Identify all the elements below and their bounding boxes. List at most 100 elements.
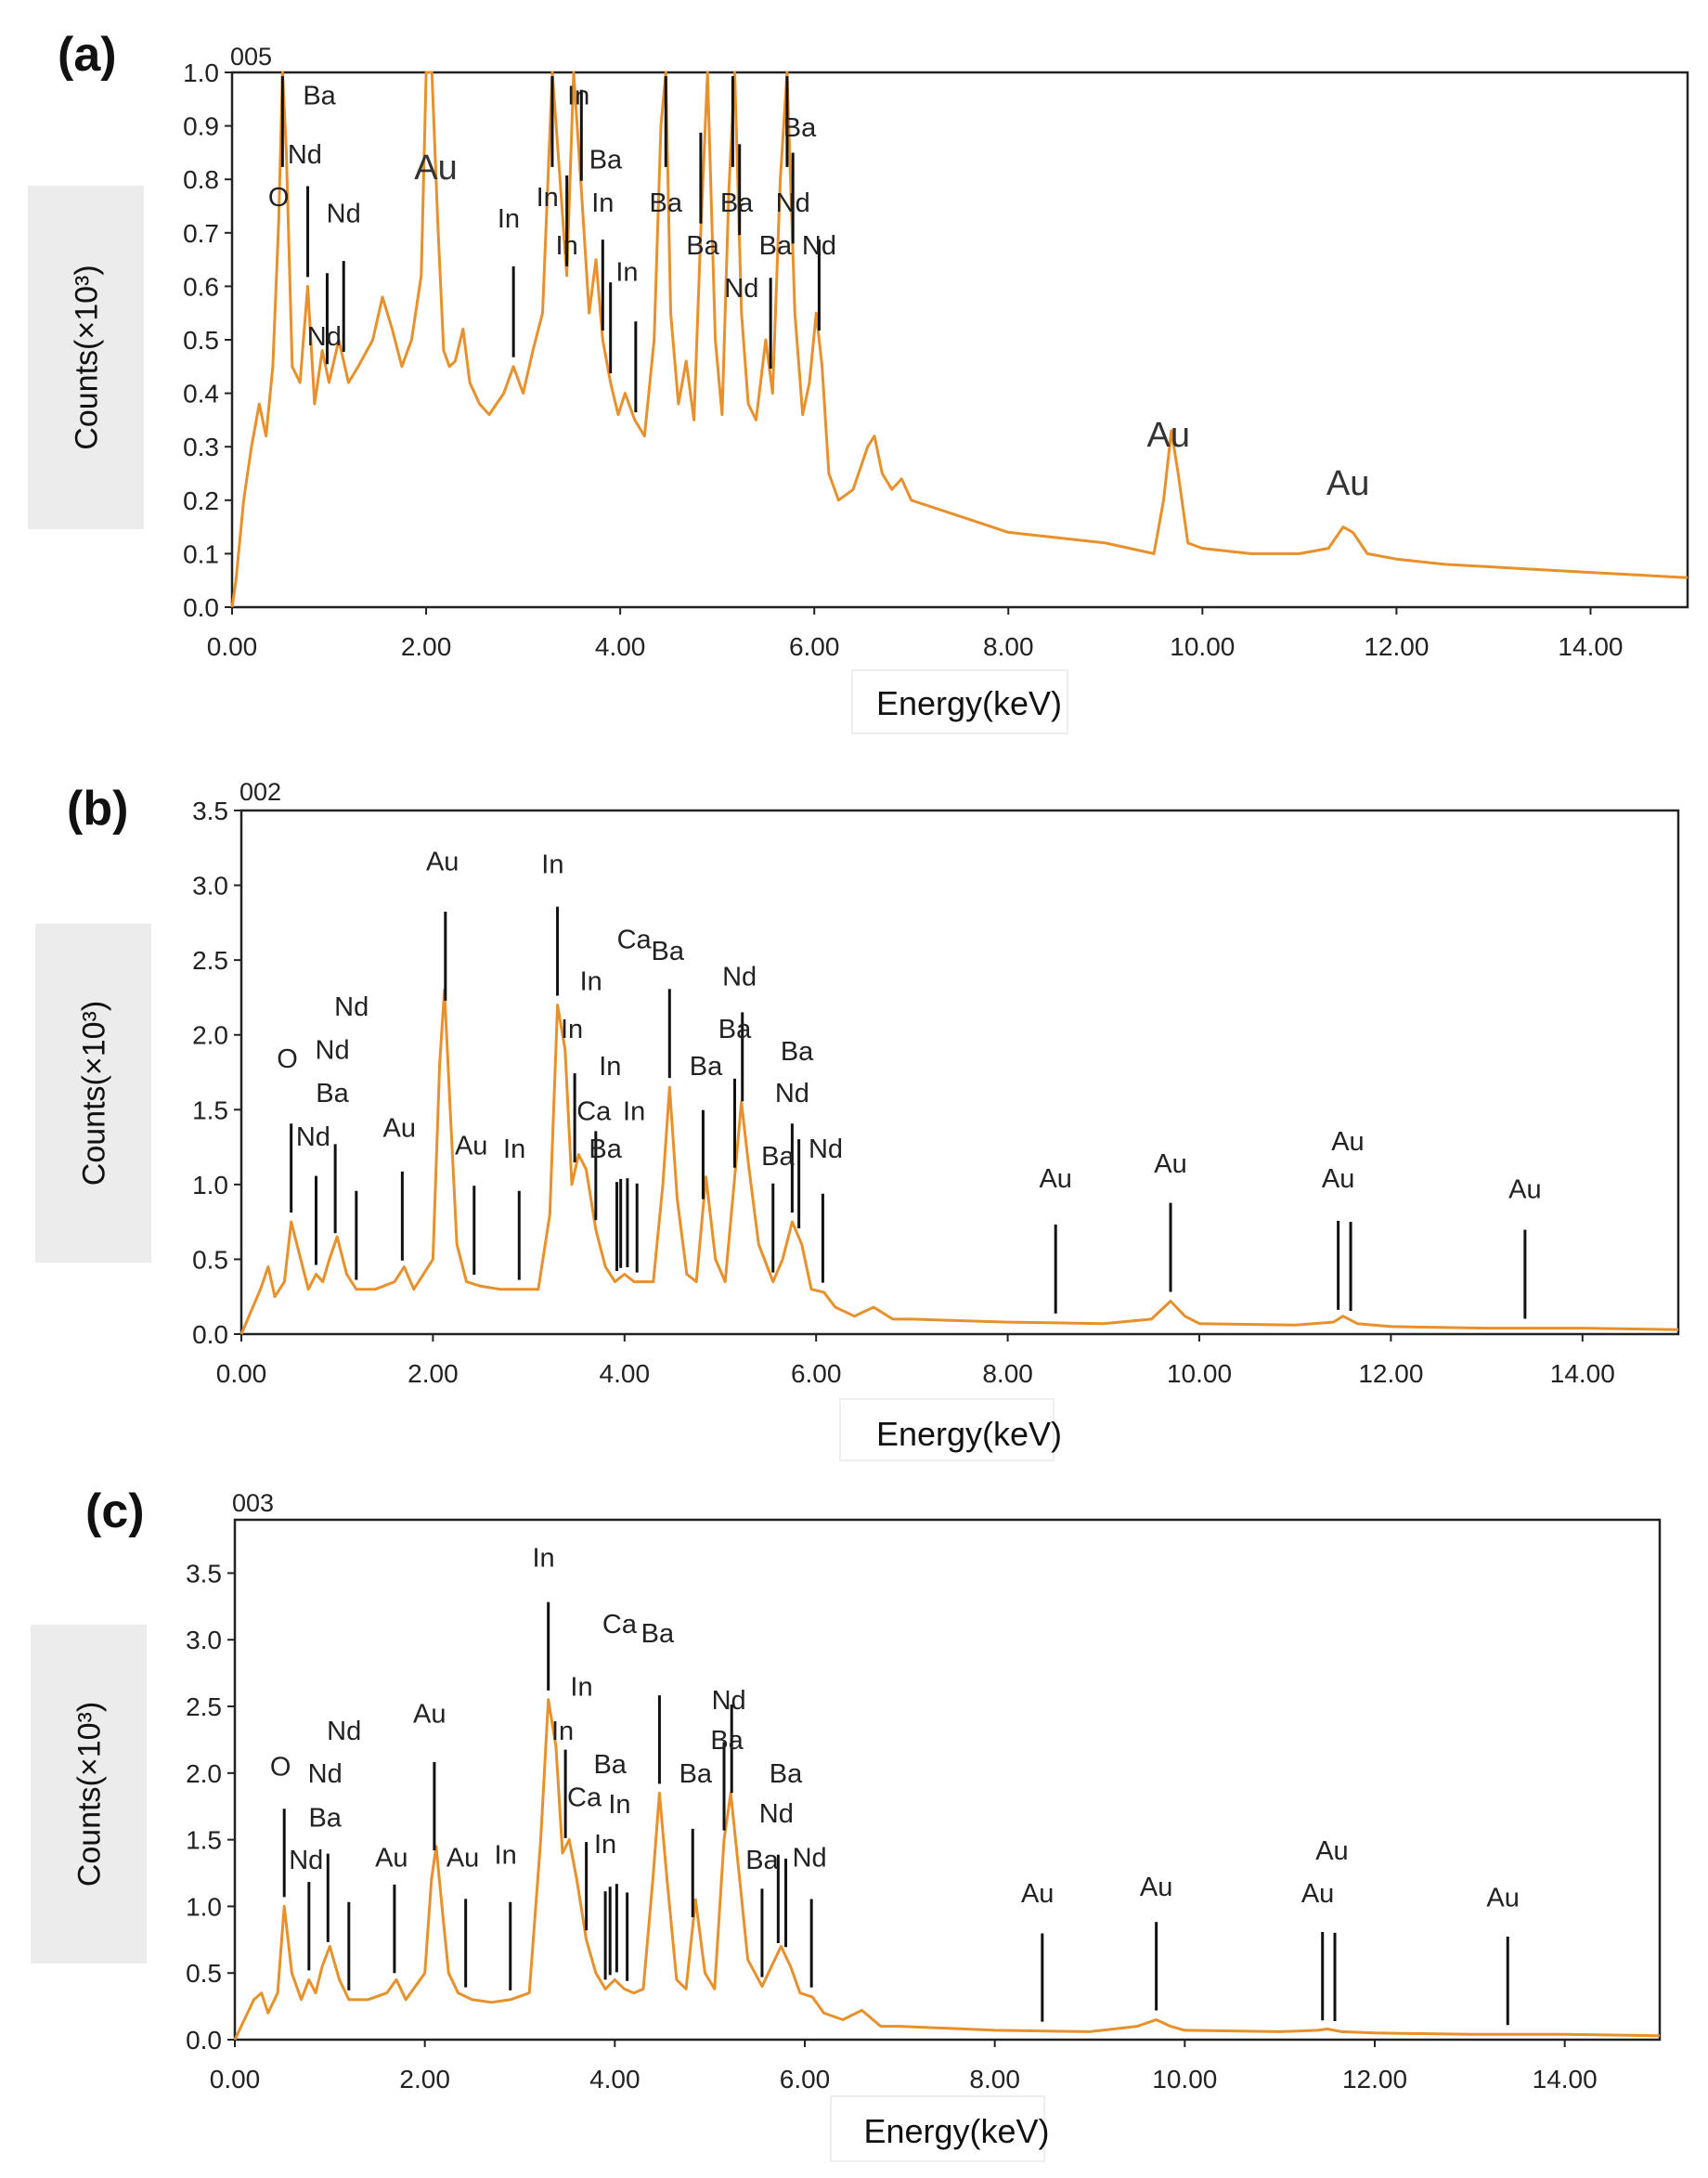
peak-label: Ba bbox=[720, 188, 754, 218]
peak-label: Nd bbox=[776, 188, 810, 218]
peak-label: Ba bbox=[759, 231, 793, 261]
xlabel-background bbox=[851, 669, 1068, 734]
peak-label: In bbox=[537, 183, 559, 213]
peak-label: Au bbox=[1140, 1873, 1172, 1902]
peak-label: Nd bbox=[289, 1846, 323, 1875]
spectrum-line bbox=[239, 988, 1679, 1335]
peak-label: Au bbox=[383, 1113, 416, 1143]
peak-label: Ba bbox=[641, 1619, 675, 1649]
y-tick-label: 2.0 bbox=[186, 1759, 222, 1788]
x-tick-label: 6.00 bbox=[780, 2065, 831, 2094]
peak-label: Ba bbox=[770, 1759, 803, 1789]
peak-label: O bbox=[270, 1753, 291, 1783]
y-tick-label: 0.0 bbox=[183, 593, 219, 622]
plot-frame bbox=[233, 1518, 1662, 2042]
x-tick-label: 12.00 bbox=[1342, 2065, 1407, 2094]
peak-label: Au bbox=[1486, 1883, 1519, 1912]
x-tick-label: 12.00 bbox=[1364, 632, 1429, 661]
y-tick-label: 1.0 bbox=[192, 1171, 228, 1199]
y-tick-label: 1.5 bbox=[192, 1095, 228, 1124]
peak-label: Au bbox=[1326, 464, 1369, 503]
peak-label: Ba bbox=[650, 188, 683, 218]
x-tick-label: 2.00 bbox=[399, 2065, 450, 2094]
x-tick-label: 10.00 bbox=[1152, 2065, 1217, 2094]
plot-frame bbox=[230, 71, 1689, 609]
x-tick-label: 2.00 bbox=[408, 1359, 459, 1388]
peak-label: In bbox=[570, 1673, 592, 1703]
peak-label: Ba bbox=[781, 1037, 814, 1067]
xlabel-background bbox=[830, 2095, 1045, 2162]
peak-label: Ba bbox=[710, 1726, 744, 1756]
x-tick-label: 0.00 bbox=[216, 1359, 267, 1388]
peak-label: Nd bbox=[316, 1035, 350, 1065]
peak-label: O bbox=[268, 183, 290, 213]
y-tick-label: 3.5 bbox=[186, 1559, 222, 1588]
x-tick-label: 8.00 bbox=[969, 2065, 1020, 2094]
x-tick-label: 0.00 bbox=[210, 2065, 261, 2094]
peak-label: Nd bbox=[722, 963, 757, 992]
x-tick-label: 8.00 bbox=[982, 1359, 1033, 1388]
peak-label: Ba bbox=[651, 937, 684, 966]
x-tick-label: 4.00 bbox=[600, 1359, 651, 1388]
y-tick-label: 0.5 bbox=[186, 1959, 222, 1988]
y-tick-label: 0.4 bbox=[183, 380, 219, 408]
peak-label: In bbox=[532, 1543, 554, 1573]
spectrum-panel-1: 0.0 0.1 0.2 0.3 0.4 0.5 0.6 0.7 0.8 0.9 1.0 0.00 2.0… bbox=[28, 28, 1689, 734]
peak-label: Ca bbox=[576, 1097, 612, 1127]
peak-label: Nd bbox=[793, 1843, 827, 1873]
peak-label: Nd bbox=[712, 1686, 746, 1716]
peak-label: Ca bbox=[567, 1783, 602, 1813]
peak-label: Ba bbox=[783, 113, 817, 143]
peak-label: In bbox=[556, 231, 578, 261]
x-tick-label: 10.00 bbox=[1170, 632, 1235, 661]
peak-label: Nd bbox=[327, 1717, 361, 1746]
y-tick-label: 2.0 bbox=[192, 1021, 228, 1050]
peak-label: In bbox=[615, 258, 638, 288]
x-tick-label: 14.00 bbox=[1533, 2065, 1598, 2094]
peak-label: Nd bbox=[327, 199, 361, 228]
peak-label: In bbox=[561, 1015, 583, 1044]
peak-label: Au bbox=[455, 1132, 487, 1161]
y-tick-label: 1.5 bbox=[186, 1826, 222, 1855]
y-tick-label: 0.1 bbox=[183, 539, 219, 568]
x-tick-label: 6.00 bbox=[791, 1359, 842, 1388]
y-tick-label: 1.0 bbox=[186, 1892, 222, 1921]
spectrum-id: 005 bbox=[230, 43, 272, 71]
peak-label: Au bbox=[1039, 1164, 1071, 1194]
peak-label: Ba bbox=[593, 1750, 627, 1780]
x-tick-label: 14.00 bbox=[1558, 632, 1623, 661]
peak-label: In bbox=[591, 188, 614, 218]
peak-label: In bbox=[623, 1097, 645, 1127]
y-tick-label: 0.2 bbox=[183, 486, 219, 515]
y-tick-label: 0.7 bbox=[183, 219, 219, 248]
peak-label: Ba bbox=[761, 1142, 795, 1172]
y-tick-label: 2.5 bbox=[192, 946, 228, 975]
peak-label: Au bbox=[414, 149, 457, 188]
x-tick-label: 4.00 bbox=[589, 2065, 640, 2094]
panel-label: (c) bbox=[85, 1484, 145, 1538]
y-tick-label: 3.0 bbox=[192, 872, 228, 901]
peak-label: Au bbox=[1147, 416, 1190, 455]
peak-label: Au bbox=[1331, 1127, 1364, 1157]
panel-label: (a) bbox=[58, 28, 117, 82]
peak-label: Ba bbox=[316, 1079, 349, 1108]
x-tick-label: 0.00 bbox=[207, 632, 258, 661]
peak-label: Ba bbox=[589, 146, 623, 175]
peak-label: In bbox=[580, 966, 602, 996]
peak-label: Ba bbox=[690, 1052, 723, 1082]
peak-label: In bbox=[594, 1830, 616, 1860]
y-tick-label: 0.0 bbox=[192, 1320, 228, 1349]
peak-label: Nd bbox=[307, 322, 342, 352]
y-tick-label: 0.5 bbox=[183, 326, 219, 355]
peak-label: In bbox=[599, 1052, 621, 1082]
y-tick-label: 0.0 bbox=[186, 2026, 222, 2055]
peak-label: In bbox=[495, 1840, 517, 1870]
xlabel-background bbox=[839, 1398, 1055, 1461]
y-axis-title: Counts(×10³) bbox=[70, 265, 105, 449]
peak-label: Nd bbox=[308, 1759, 343, 1789]
peak-label: In bbox=[567, 82, 589, 111]
ylabel-background bbox=[28, 186, 144, 529]
peak-label: Au bbox=[1021, 1879, 1054, 1909]
peak-label: Au bbox=[1154, 1149, 1186, 1179]
